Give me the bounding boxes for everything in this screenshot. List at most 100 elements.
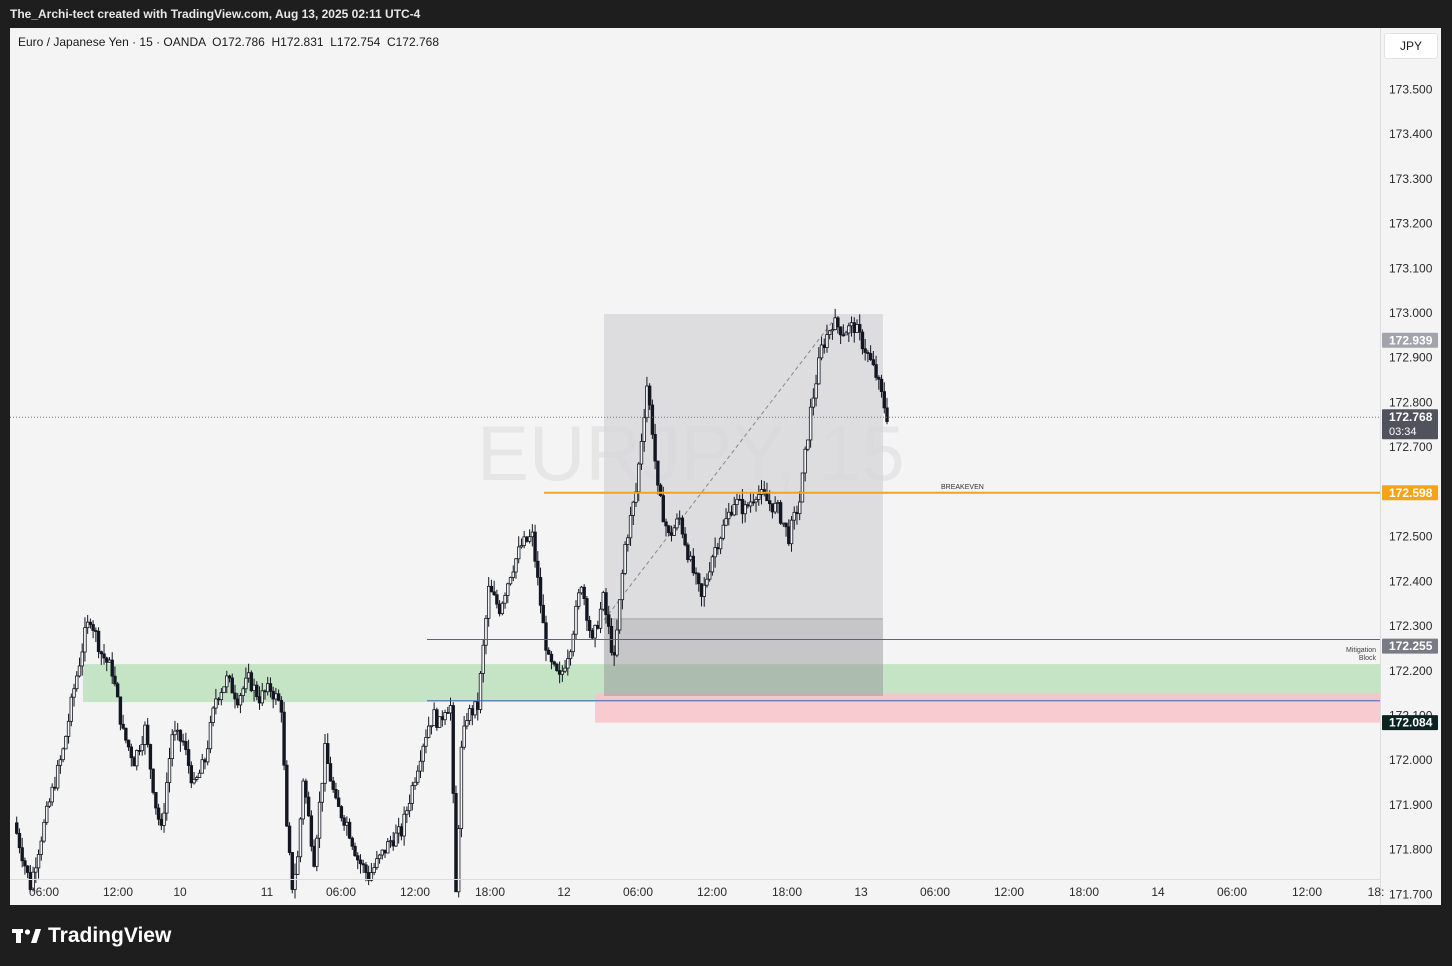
candle-body: [645, 385, 649, 419]
entry-price-tag: 172.255: [1389, 639, 1433, 653]
candle: [628, 506, 633, 546]
candle-body: [58, 759, 63, 766]
candle: [25, 865, 30, 879]
candle: [885, 397, 889, 425]
candle: [590, 628, 595, 640]
candle: [293, 863, 297, 899]
candle-body: [39, 840, 43, 855]
risk-zone-box: [604, 618, 883, 696]
candle: [375, 850, 379, 870]
candle-body: [836, 317, 840, 328]
candle: [596, 620, 600, 630]
candle-body: [145, 724, 150, 745]
candle-body: [301, 780, 305, 820]
candle-body: [757, 494, 761, 500]
candle-body: [503, 595, 507, 604]
candle-body: [467, 708, 472, 721]
candle-body: [418, 760, 423, 772]
candle-body: [298, 818, 303, 858]
candle-body: [639, 441, 644, 465]
candle-body: [729, 511, 734, 516]
candle: [405, 806, 409, 824]
candle-body: [803, 448, 807, 474]
candle-body: [451, 705, 455, 794]
candle-body: [31, 871, 35, 890]
candle: [268, 677, 273, 698]
candle-body: [874, 364, 878, 378]
candle: [582, 584, 586, 606]
candle: [435, 707, 439, 731]
candle: [115, 682, 120, 698]
candle: [879, 374, 884, 398]
price-axis[interactable]: [1380, 28, 1441, 905]
candle-body: [50, 786, 54, 803]
candle-body: [465, 720, 469, 727]
candle: [336, 789, 341, 807]
candle-body: [792, 511, 796, 521]
candle: [34, 857, 38, 884]
candle-body: [473, 701, 477, 716]
candle: [304, 778, 308, 804]
candle: [366, 865, 371, 886]
candle: [836, 316, 840, 334]
candle: [484, 615, 488, 655]
candle-body: [511, 571, 515, 578]
candle-body: [315, 837, 319, 867]
tradingview-logo[interactable]: TradingView: [12, 922, 171, 950]
candle: [748, 492, 753, 513]
candle-body: [825, 334, 829, 348]
candle: [219, 688, 224, 706]
candle-body: [830, 329, 835, 332]
candle: [481, 638, 485, 683]
candle-body: [590, 630, 595, 639]
candle: [811, 388, 816, 416]
candle-body: [533, 531, 537, 562]
candle: [871, 350, 876, 367]
candle: [124, 727, 128, 744]
candle-body: [159, 818, 164, 826]
candle-body: [304, 780, 308, 798]
candle: [173, 720, 177, 741]
candle-body: [156, 807, 161, 820]
candle-body: [713, 547, 717, 558]
candle: [225, 670, 229, 694]
symbol-legend: Euro / Japanese Yen · 15 · OANDA O172.78…: [18, 35, 439, 49]
candle-body: [394, 832, 398, 847]
candle: [421, 743, 425, 772]
candle-body: [552, 661, 556, 665]
candle-body: [377, 854, 382, 860]
candle-body: [121, 723, 125, 729]
candle-body: [23, 860, 27, 867]
candle-body: [748, 501, 753, 507]
candle: [544, 615, 548, 662]
current-price-tag-countdown: 03:34: [1389, 426, 1417, 438]
candle-body: [626, 537, 630, 545]
candle-body: [778, 502, 783, 524]
candle-body: [230, 677, 234, 694]
candle-body: [372, 867, 376, 874]
candle-body: [476, 701, 480, 710]
candle-body: [568, 651, 573, 660]
candle: [446, 706, 450, 714]
candle: [778, 500, 783, 525]
candle-body: [380, 849, 384, 856]
candle: [751, 493, 756, 506]
entry-price-tag-bg: [1382, 638, 1438, 654]
candle-body: [80, 651, 84, 667]
candle: [110, 652, 114, 684]
candle-body: [225, 675, 229, 688]
candle-body: [124, 727, 128, 741]
candle-body: [686, 544, 690, 561]
candle-body: [833, 317, 837, 330]
currency-button[interactable]: JPY: [1384, 33, 1438, 59]
candle: [437, 716, 442, 728]
candle-body: [285, 764, 289, 827]
candle: [328, 756, 333, 782]
price-tick-label: 173.000: [1389, 306, 1433, 320]
candle-body: [879, 378, 884, 393]
candle: [388, 835, 393, 848]
candle: [844, 330, 848, 336]
candle-body: [762, 489, 766, 495]
